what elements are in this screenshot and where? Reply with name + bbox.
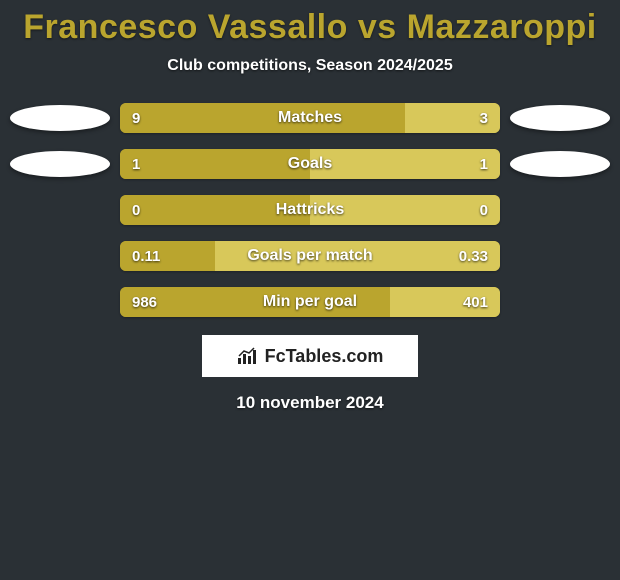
- stat-left-side: [0, 151, 120, 177]
- chart-icon: [237, 347, 259, 365]
- stat-bar-right: [310, 195, 500, 225]
- stat-value-left: 1: [132, 149, 140, 179]
- stat-bar: 0.110.33Goals per match: [120, 241, 500, 271]
- stat-bar: 986401Min per goal: [120, 287, 500, 317]
- stat-value-right: 0: [480, 195, 488, 225]
- page-title: Francesco Vassallo vs Mazzaroppi: [0, 8, 620, 47]
- stat-row: 00Hattricks: [0, 195, 620, 225]
- stat-bar-left: [120, 287, 390, 317]
- stat-value-right: 1: [480, 149, 488, 179]
- stat-right-side: [500, 105, 620, 131]
- page-subtitle: Club competitions, Season 2024/2025: [0, 57, 620, 75]
- stat-bar: 00Hattricks: [120, 195, 500, 225]
- stat-bar-right: [215, 241, 500, 271]
- stat-bar: 93Matches: [120, 103, 500, 133]
- stat-value-left: 9: [132, 103, 140, 133]
- stat-row: 93Matches: [0, 103, 620, 133]
- stat-bar-left: [120, 149, 310, 179]
- branding-badge: FcTables.com: [202, 335, 418, 377]
- stat-value-left: 986: [132, 287, 157, 317]
- stat-value-right: 401: [463, 287, 488, 317]
- stat-bar-left: [120, 103, 405, 133]
- stat-value-left: 0: [132, 195, 140, 225]
- stat-value-left: 0.11: [132, 241, 160, 271]
- page-root: Francesco Vassallo vs Mazzaroppi Club co…: [0, 0, 620, 413]
- stat-row: 986401Min per goal: [0, 287, 620, 317]
- stat-bar: 11Goals: [120, 149, 500, 179]
- stat-value-right: 3: [480, 103, 488, 133]
- stat-bar-left: [120, 195, 310, 225]
- stat-value-right: 0.33: [459, 241, 488, 271]
- stat-bar-right: [310, 149, 500, 179]
- player-ellipse-right: [510, 151, 610, 177]
- stat-left-side: [0, 105, 120, 131]
- stat-row: 11Goals: [0, 149, 620, 179]
- stats-section: 93Matches11Goals00Hattricks0.110.33Goals…: [0, 103, 620, 317]
- stat-right-side: [500, 151, 620, 177]
- player-ellipse-left: [10, 151, 110, 177]
- player-ellipse-left: [10, 105, 110, 131]
- stat-row: 0.110.33Goals per match: [0, 241, 620, 271]
- date-text: 10 november 2024: [0, 393, 620, 413]
- brand-text: FcTables.com: [265, 346, 384, 367]
- player-ellipse-right: [510, 105, 610, 131]
